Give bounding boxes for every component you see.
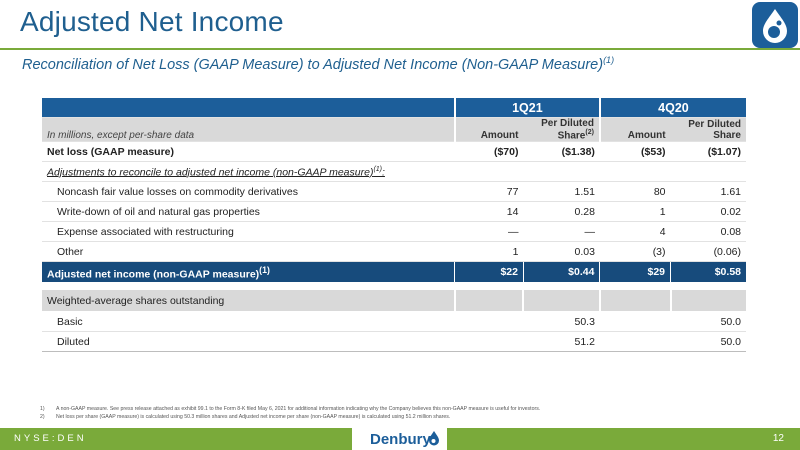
period-4q20: 4Q20 (598, 98, 746, 118)
footnotes: 1) A non-GAAP measure. See press release… (40, 405, 760, 421)
col-amount-1q21: Amount (453, 117, 524, 143)
adjustments-heading-row: Adjustments to reconcile to adjusted net… (42, 161, 746, 183)
table-row: Write-down of oil and natural gas proper… (42, 201, 746, 223)
column-header-row: In millions, except per-share data Amoun… (42, 117, 746, 143)
col-amount-4q20: Amount (598, 117, 671, 143)
title-divider (0, 48, 800, 50)
col-per-share-4q20: Per Diluted Share (670, 117, 746, 143)
table-row: Expense associated with restructuring — … (42, 221, 746, 243)
page-number: 12 (772, 433, 784, 444)
col-per-share-1q21: Per Diluted Share(2) (523, 117, 600, 143)
net-loss-row: Net loss (GAAP measure) ($70) ($1.38) ($… (42, 141, 746, 163)
denbury-drop-logo-icon (752, 2, 798, 48)
ticker-symbol: NYSE:DEN (14, 433, 87, 444)
shares-heading-row: Weighted-average shares outstanding (42, 290, 746, 313)
period-header-row: 1Q21 4Q20 (42, 98, 746, 118)
adjusted-net-income-row: Adjusted net income (non-GAAP measure)(1… (42, 261, 746, 283)
brand-drop-icon (429, 431, 439, 446)
period-1q21: 1Q21 (453, 98, 600, 118)
page-title: Adjusted Net Income (20, 6, 284, 37)
brand-box (352, 428, 447, 450)
brand-name: Denbury (370, 431, 431, 448)
footnote: 1) A non-GAAP measure. See press release… (40, 406, 541, 412)
footnote: 2) Net loss per share (GAAP measure) is … (40, 414, 451, 420)
page-subtitle: Reconciliation of Net Loss (GAAP Measure… (22, 55, 615, 73)
table-row: Noncash fair value losses on commodity d… (42, 181, 746, 203)
table-row: Basic 50.3 50.0 (42, 311, 746, 333)
table-row: Diluted 51.2 50.0 (42, 331, 746, 353)
reconciliation-table: 1Q21 4Q20 In millions, except per-share … (42, 98, 746, 353)
units-note: In millions, except per-share data (42, 117, 455, 143)
table-row: Other 1 0.03 (3) (0.06) (42, 241, 746, 263)
